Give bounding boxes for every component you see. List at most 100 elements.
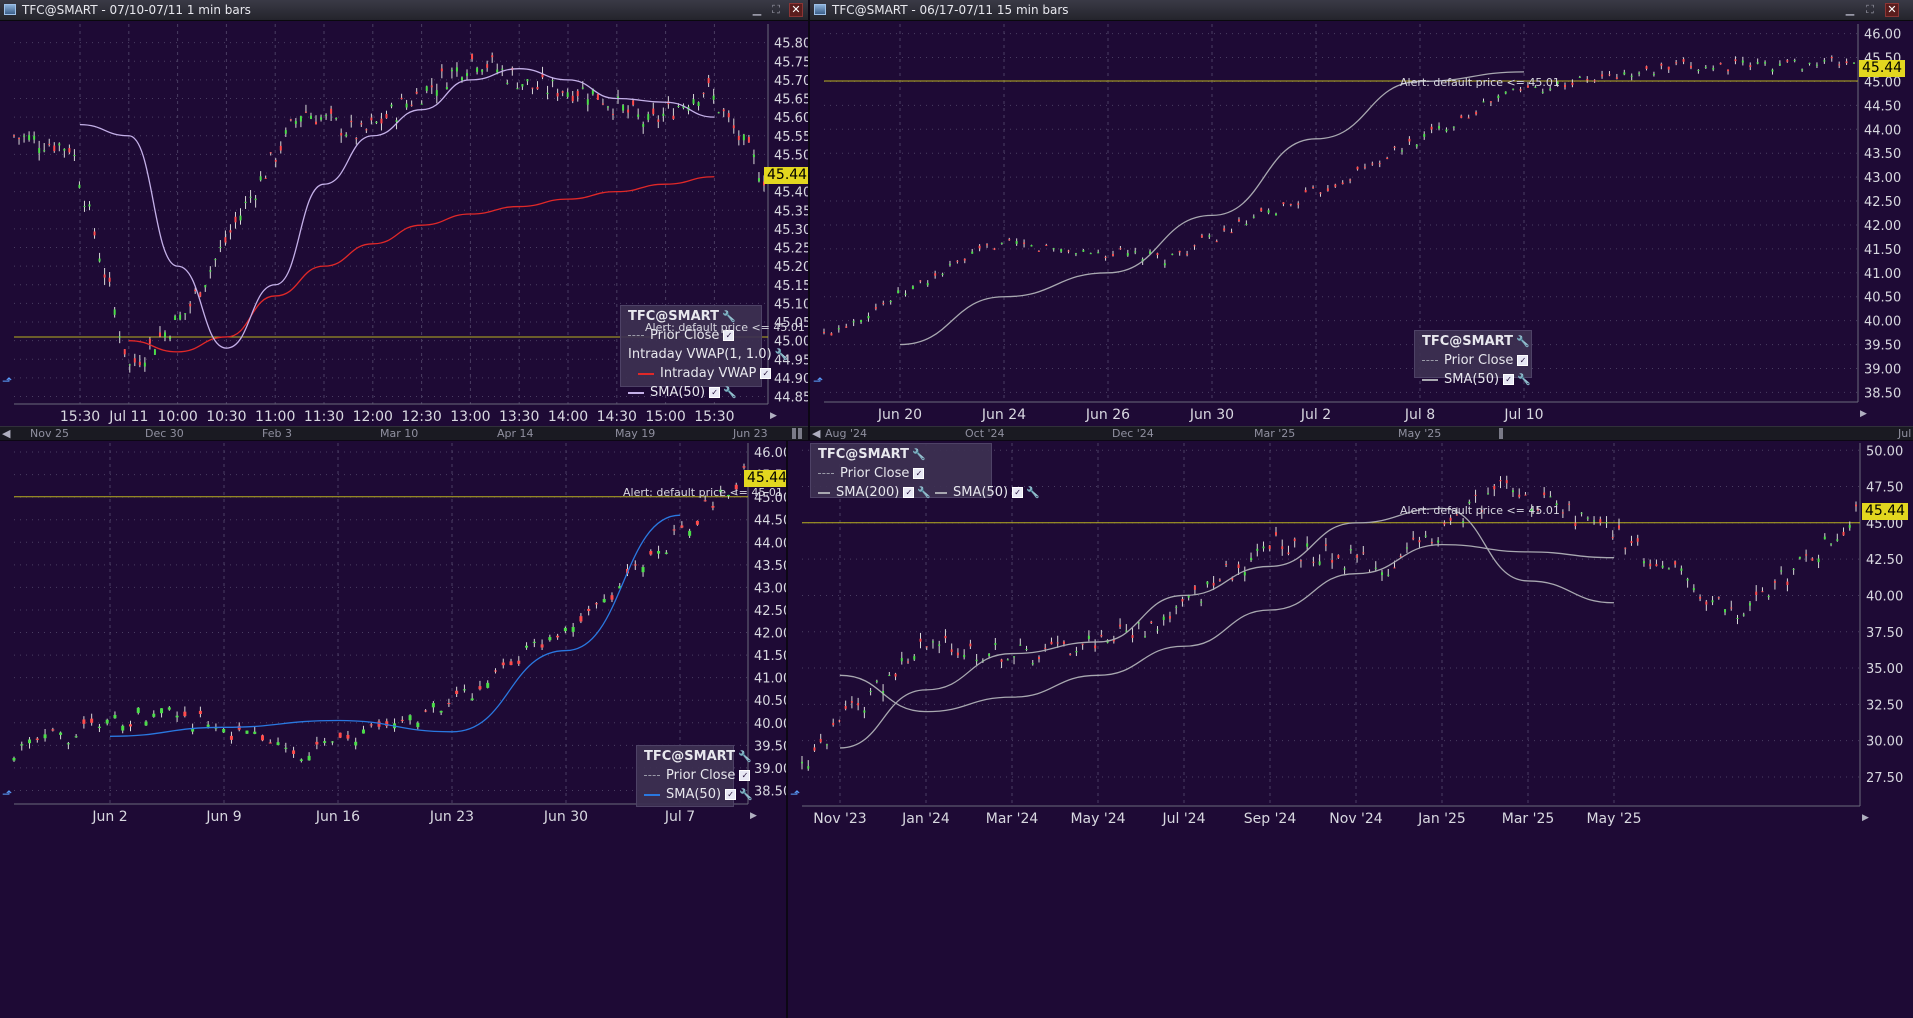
- candle-up: [888, 675, 891, 677]
- y-axis-label: 41.00: [754, 672, 786, 687]
- chevron-left-icon[interactable]: ◀: [812, 427, 821, 440]
- candle-up: [179, 314, 182, 320]
- maximize-icon[interactable]: ⛶: [1866, 3, 1874, 16]
- price-chart[interactable]: 50.00 47.50 45.00 42.50 40.00 37.50 35.00 32.50…: [788, 441, 1913, 1018]
- candle-up: [662, 113, 665, 117]
- candle-down: [1378, 163, 1381, 165]
- close-icon[interactable]: ✕: [1885, 3, 1899, 17]
- chart-panel-weekly[interactable]: 50.00 47.50 45.00 42.50 40.00 37.50 35.00 32.50…: [788, 441, 1913, 1018]
- navigator-thumb[interactable]: [1499, 428, 1503, 439]
- legend-item-sma200: SMA(200): [836, 485, 900, 500]
- candle-down: [1186, 253, 1189, 255]
- chart-panel-15min[interactable]: TFC@SMART - 06/17-07/11 15 min bars ▁ ⛶ …: [810, 0, 1913, 440]
- candle-up: [1275, 213, 1278, 216]
- chart-tool-icon[interactable]: ⬏: [813, 374, 824, 388]
- candle-down: [1655, 564, 1658, 567]
- checkbox-icon[interactable]: ✓: [723, 330, 735, 341]
- checkbox-icon[interactable]: ✓: [760, 368, 772, 379]
- wrench-icon[interactable]: 🔧: [1515, 335, 1530, 348]
- chart-tool-icon[interactable]: ⬏: [790, 787, 801, 801]
- candle-down: [18, 137, 21, 139]
- checkbox-icon[interactable]: ✓: [739, 770, 751, 781]
- y-axis-label: 42.00: [754, 627, 786, 642]
- candle-up: [617, 96, 620, 99]
- candle-up: [1823, 536, 1826, 540]
- candle-down: [711, 505, 715, 508]
- candle-down: [978, 245, 981, 249]
- candle-up: [1015, 241, 1018, 244]
- y-axis-label: 44.00: [1864, 123, 1901, 138]
- candle-up: [1405, 547, 1408, 549]
- wrench-icon[interactable]: 🔧: [1517, 373, 1531, 386]
- candle-up: [307, 755, 311, 761]
- price-chart[interactable]: 45.8045.7545.7045.6545.6045.5545.5045.45…: [0, 20, 808, 426]
- wrench-icon[interactable]: 🔧: [737, 750, 752, 763]
- candle-down: [1615, 77, 1618, 79]
- chart-legend[interactable]: TFC@SMART 🔧 Prior Close ✓ SMA(50) ✓ 🔧: [1414, 330, 1532, 387]
- candle-down: [315, 741, 319, 745]
- checkbox-icon[interactable]: ✓: [709, 387, 721, 398]
- candle-up: [1853, 62, 1855, 64]
- candle-down: [632, 100, 635, 105]
- minimize-icon[interactable]: ▁: [1845, 3, 1855, 16]
- chart-titlebar[interactable]: TFC@SMART - 07/10-07/11 1 min bars ▁ ⛶ ✕: [0, 0, 808, 21]
- candle-down: [1561, 512, 1564, 514]
- navigator-strip[interactable]: ◀ Aug '24 Oct '24 Dec '24 Mar '25 May '2…: [810, 426, 1913, 440]
- chevron-left-icon[interactable]: ◀: [2, 427, 11, 440]
- candle-up: [551, 80, 554, 82]
- navigator-thumb[interactable]: [798, 428, 802, 439]
- checkbox-icon[interactable]: ✓: [1517, 355, 1529, 366]
- candle-down: [1181, 599, 1184, 602]
- candle-down: [509, 661, 513, 666]
- x-axis-label: Mar '24: [986, 811, 1039, 827]
- candle-up: [128, 364, 131, 366]
- chevron-right-icon: ▶: [1860, 409, 1867, 419]
- x-axis-label: Jul 8: [1404, 407, 1435, 423]
- wrench-icon[interactable]: 🔧: [1026, 486, 1040, 499]
- price-chart[interactable]: 46.0045.5045.0044.5044.0043.5043.0042.50…: [810, 20, 1913, 426]
- chart-panel-1min[interactable]: TFC@SMART - 07/10-07/11 1 min bars ▁ ⛶ ✕…: [0, 0, 808, 440]
- y-axis-label: 39.50: [754, 739, 786, 754]
- chart-legend[interactable]: TFC@SMART 🔧 Prior Close ✓ SMA(50) ✓ 🔧: [636, 745, 753, 807]
- candle-down: [1178, 250, 1181, 253]
- checkbox-icon[interactable]: ✓: [1012, 487, 1024, 498]
- chart-titlebar[interactable]: TFC@SMART - 06/17-07/11 15 min bars ▁ ⛶ …: [810, 0, 1913, 21]
- checkbox-icon[interactable]: ✓: [903, 487, 915, 498]
- wrench-icon[interactable]: 🔧: [721, 310, 736, 323]
- candle-up: [875, 680, 878, 682]
- wrench-icon[interactable]: 🔧: [723, 386, 737, 399]
- candle-down: [1786, 581, 1789, 586]
- close-icon[interactable]: ✕: [789, 3, 803, 17]
- candle-down: [813, 747, 816, 751]
- x-axis-label: 15:00: [645, 409, 685, 425]
- candle-up: [97, 726, 101, 728]
- chart-tool-icon[interactable]: ⬏: [2, 374, 13, 388]
- wrench-icon[interactable]: 🔧: [739, 788, 753, 801]
- candle-down: [338, 732, 342, 738]
- wrench-icon[interactable]: 🔧: [911, 448, 926, 461]
- navigator-thumb[interactable]: [792, 428, 796, 439]
- candle-up: [1836, 539, 1839, 541]
- candle-up: [1306, 543, 1309, 547]
- candle-up: [486, 682, 490, 688]
- price-chart[interactable]: 46.0045.5045.0044.5044.0043.5043.0042.50…: [0, 441, 786, 1018]
- chart-panel-daily[interactable]: 46.0045.5045.0044.5044.0043.5043.0042.50…: [0, 441, 786, 1018]
- navigator-strip[interactable]: ◀ Nov 25 Dec 30 Feb 3 Mar 10 Apr 14 May …: [0, 426, 808, 440]
- maximize-icon[interactable]: ⛶: [772, 3, 780, 16]
- minimize-icon[interactable]: ▁: [752, 3, 762, 16]
- candle-up: [516, 88, 519, 90]
- chart-legend[interactable]: TFC@SMART 🔧 Prior Close ✓ Intraday VWAP(1,…: [620, 305, 788, 400]
- wrench-icon[interactable]: 🔧: [917, 486, 932, 499]
- wrench-icon[interactable]: 🔧: [774, 348, 789, 361]
- chart-tool-icon[interactable]: ⬏: [2, 787, 13, 801]
- chart-legend[interactable]: TFC@SMART 🔧 Prior Close ✓ SMA(200) ✓ 🔧 SMA(50…: [810, 443, 1040, 500]
- candle-down: [610, 595, 614, 600]
- candle-up: [239, 215, 242, 221]
- candle-up: [1724, 609, 1727, 613]
- candle-down: [652, 108, 655, 115]
- candle-down: [823, 331, 825, 333]
- candle-up: [113, 714, 117, 719]
- checkbox-icon[interactable]: ✓: [913, 468, 925, 479]
- checkbox-icon[interactable]: ✓: [1503, 374, 1515, 385]
- checkbox-icon[interactable]: ✓: [725, 789, 737, 800]
